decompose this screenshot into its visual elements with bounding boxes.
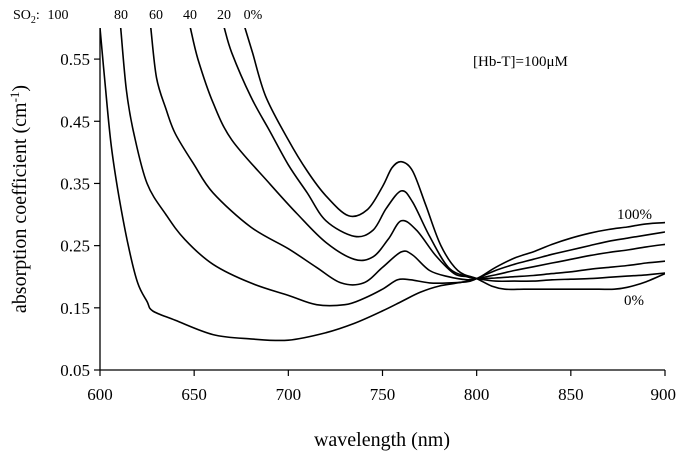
concentration-annotation: [Hb-T]=100μM bbox=[473, 54, 568, 70]
y-axis-title: absorption coefficient (cm-1) bbox=[7, 85, 31, 313]
y-axis-ticks: 0.05 0.15 0.25 0.35 0.45 0.55 bbox=[60, 50, 100, 380]
y-tick-label: 0.25 bbox=[60, 237, 90, 256]
so2-colon: : bbox=[36, 8, 40, 23]
y-tick-label: 0.55 bbox=[60, 50, 90, 69]
x-axis-title: wavelength (nm) bbox=[314, 429, 450, 451]
y-tick-label: 0.05 bbox=[60, 361, 90, 380]
so2-value: 100 bbox=[48, 8, 69, 23]
so2-subscript: 2 bbox=[31, 15, 36, 26]
y-axis-title-close: ) bbox=[9, 85, 31, 92]
y-tick-label: 0.35 bbox=[60, 174, 90, 193]
x-tick-label: 900 bbox=[651, 385, 677, 404]
x-tick-label: 600 bbox=[87, 385, 113, 404]
x-axis-ticks: 600 650 700 750 800 850 900 bbox=[87, 370, 676, 404]
so2-value: 80 bbox=[114, 8, 128, 23]
y-tick-label: 0.45 bbox=[60, 112, 90, 131]
so2-values: 100 80 60 40 20 0% bbox=[48, 8, 263, 23]
so2-value: 0% bbox=[244, 8, 263, 23]
so2-value: 20 bbox=[217, 8, 231, 23]
y-axis-title-main: absorption coefficient (cm bbox=[9, 102, 31, 313]
y-axis-title-sup: -1 bbox=[7, 92, 22, 103]
series-line-4 bbox=[223, 28, 665, 283]
x-tick-label: 700 bbox=[276, 385, 302, 404]
series-label-100: 100% bbox=[617, 207, 652, 223]
so2-prefix: SO bbox=[13, 8, 31, 23]
y-tick-label: 0.15 bbox=[60, 299, 90, 318]
x-tick-label: 650 bbox=[181, 385, 207, 404]
x-tick-label: 850 bbox=[558, 385, 584, 404]
so2-value: 40 bbox=[183, 8, 197, 23]
series-line-2 bbox=[150, 28, 665, 286]
series-line-5 bbox=[244, 28, 665, 291]
so2-value: 60 bbox=[149, 8, 163, 23]
plot-frame bbox=[99, 28, 665, 371]
x-tick-label: 800 bbox=[464, 385, 490, 404]
series-label-0: 0% bbox=[624, 293, 644, 309]
so2-header: SO2: bbox=[13, 8, 40, 26]
series-layer bbox=[100, 28, 665, 342]
x-tick-label: 750 bbox=[370, 385, 396, 404]
series-line-1 bbox=[119, 28, 665, 307]
series-line-0 bbox=[100, 28, 665, 342]
series-line-3 bbox=[189, 28, 665, 280]
